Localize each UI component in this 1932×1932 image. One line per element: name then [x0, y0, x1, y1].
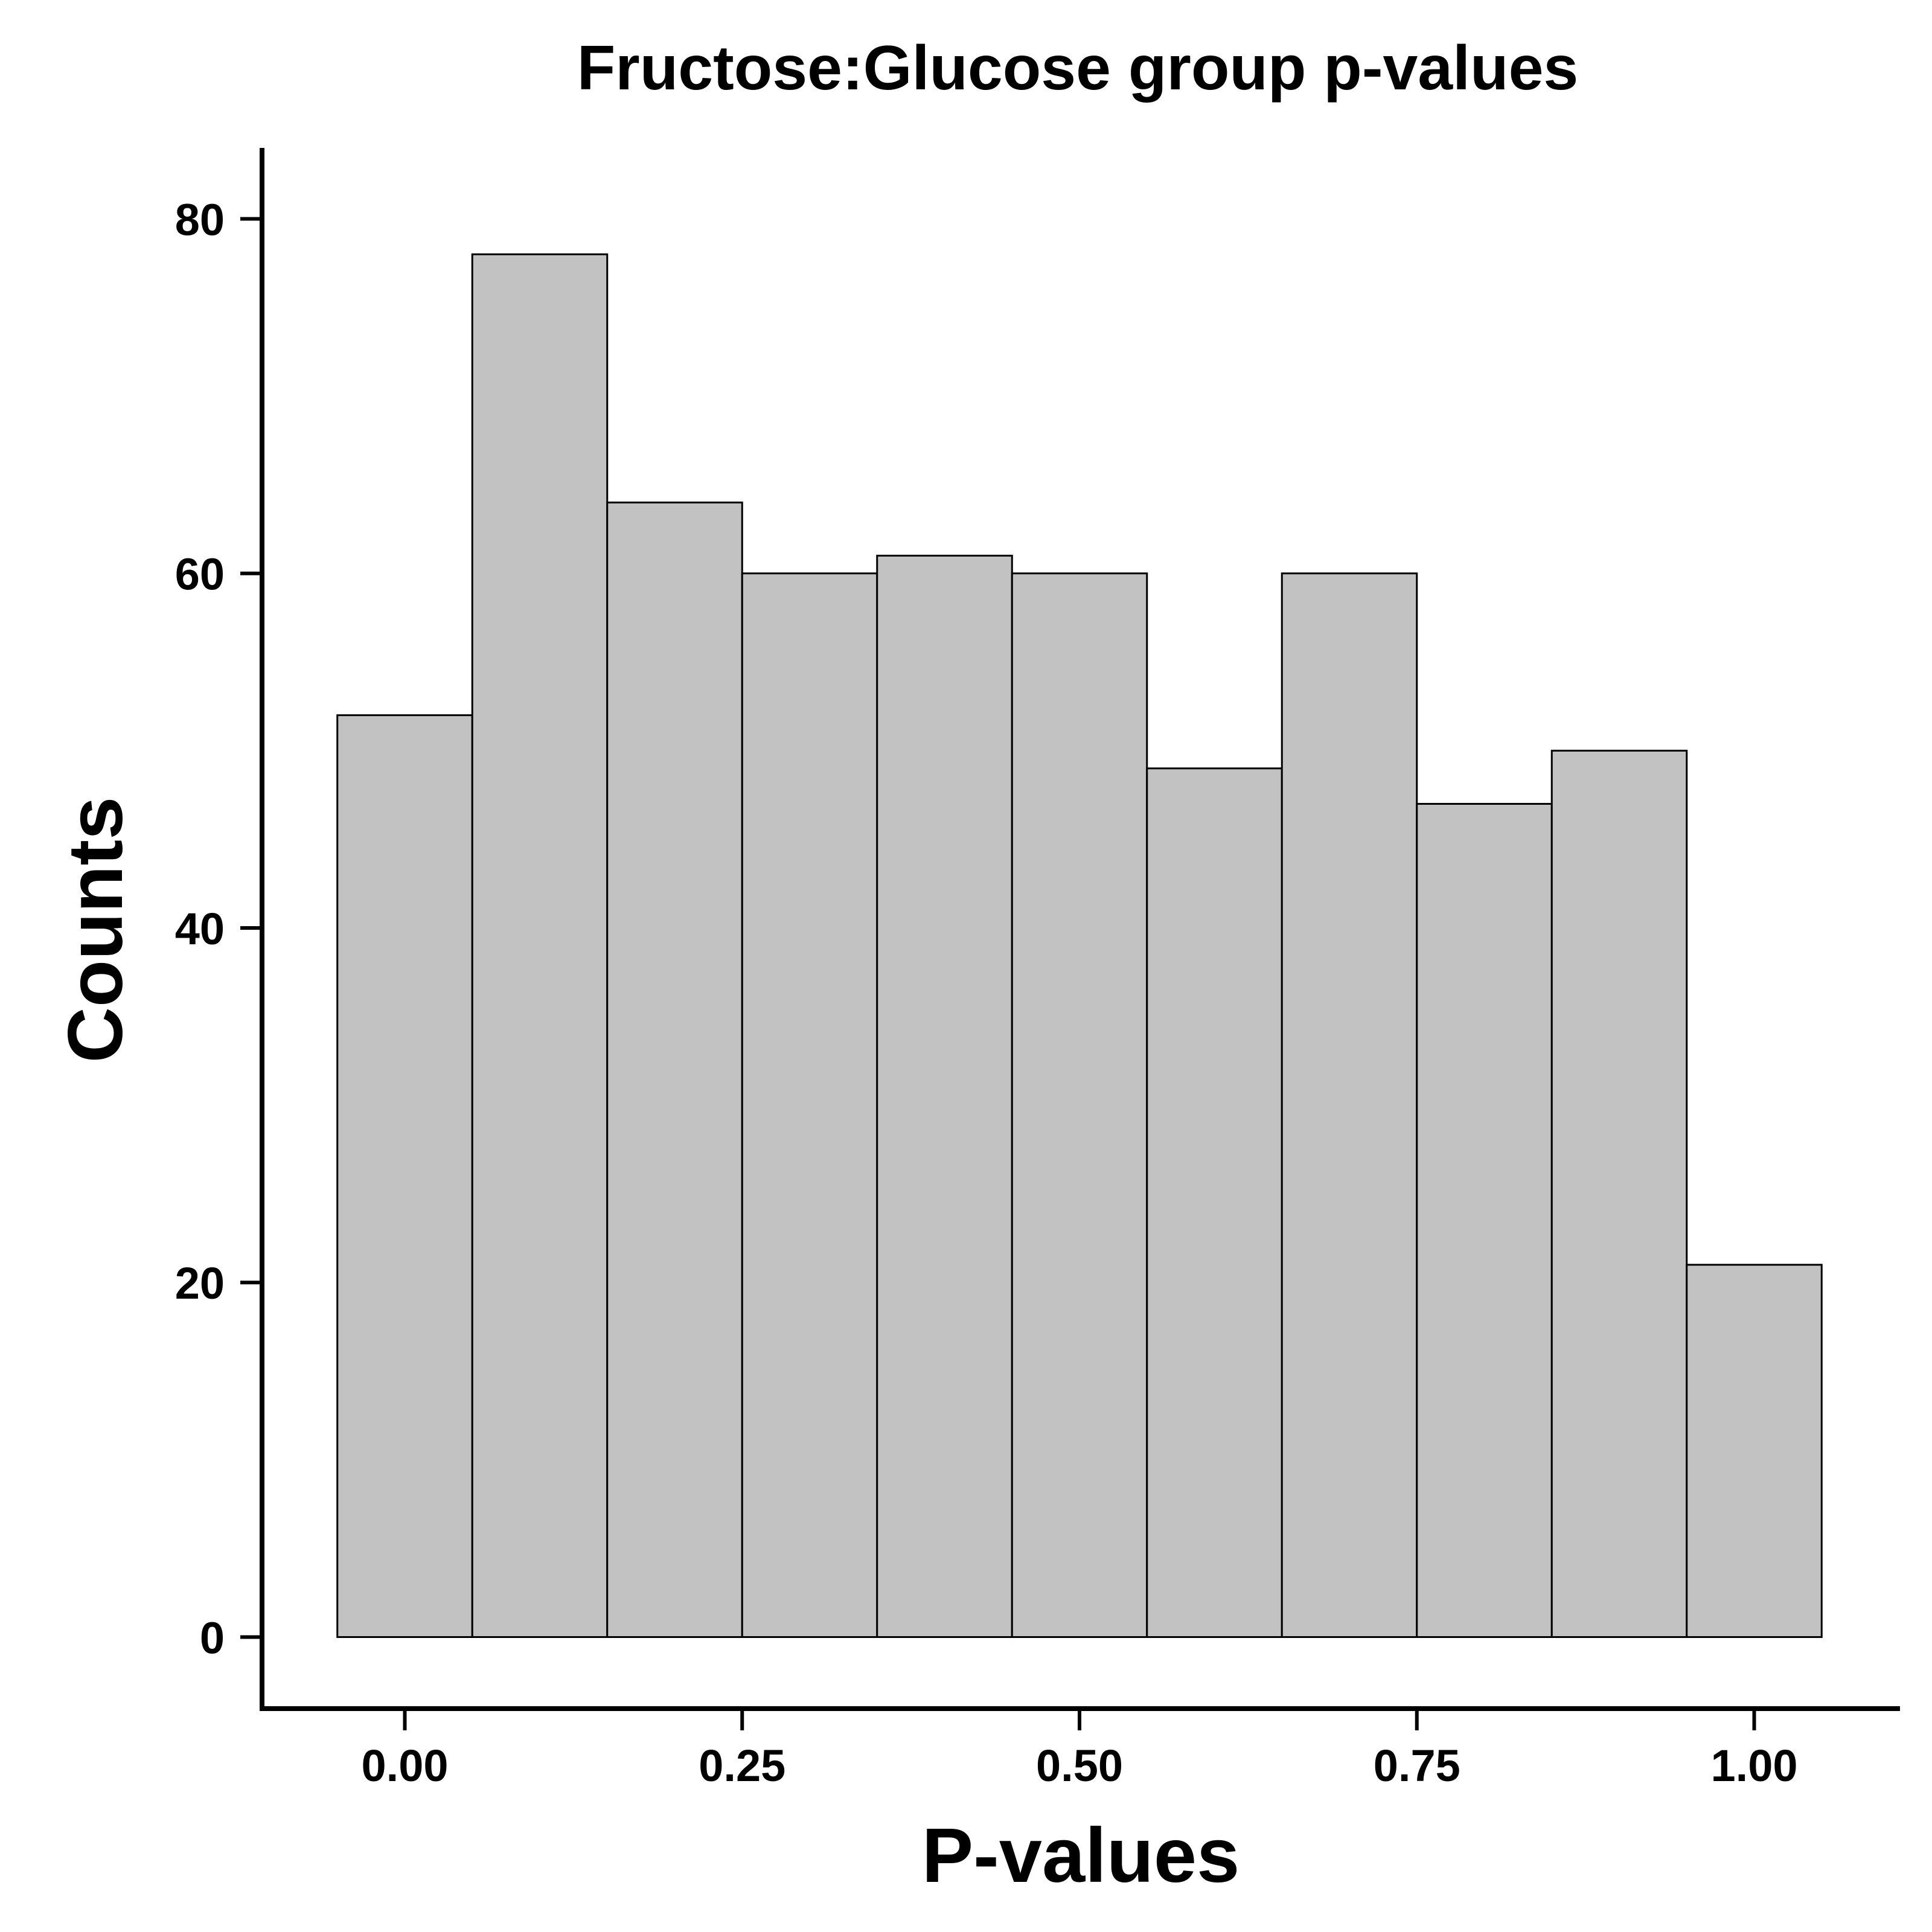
x-tick-label: 0.75	[1374, 1741, 1460, 1791]
x-tick-label: 0.50	[1036, 1741, 1123, 1791]
histogram-bar	[336, 714, 473, 1638]
x-tick-label: 0.00	[361, 1741, 448, 1791]
histogram-bar	[1550, 749, 1688, 1638]
x-axis-title: P-values	[922, 1812, 1240, 1899]
x-tick-label: 0.25	[699, 1741, 785, 1791]
y-tick-label: 80	[175, 194, 225, 245]
histogram-bar	[741, 572, 878, 1638]
x-ticks-group: 0.00 0.25 0.50 0.75 1.00	[361, 1709, 1798, 1791]
histogram-bar	[471, 253, 609, 1638]
histogram-bar	[1686, 1264, 1823, 1638]
y-ticks-group: 0 20 40 60 80	[175, 194, 262, 1663]
y-tick-label: 20	[175, 1258, 225, 1308]
x-tick-label: 1.00	[1710, 1741, 1797, 1791]
histogram-bar	[1011, 572, 1148, 1638]
y-tick-label: 40	[175, 904, 225, 954]
histogram-bar	[1146, 767, 1283, 1638]
y-axis-title: Counts	[53, 797, 139, 1063]
histogram-bar	[1281, 572, 1418, 1638]
y-tick-label: 60	[175, 549, 225, 600]
y-tick-label: 0	[200, 1613, 225, 1663]
chart-title: Fructose:Glucose group p-values	[577, 33, 1579, 103]
histogram-bar	[606, 501, 743, 1638]
histogram-bar	[1416, 802, 1553, 1638]
bars-group	[336, 253, 1823, 1638]
histogram-bar	[876, 554, 1013, 1638]
